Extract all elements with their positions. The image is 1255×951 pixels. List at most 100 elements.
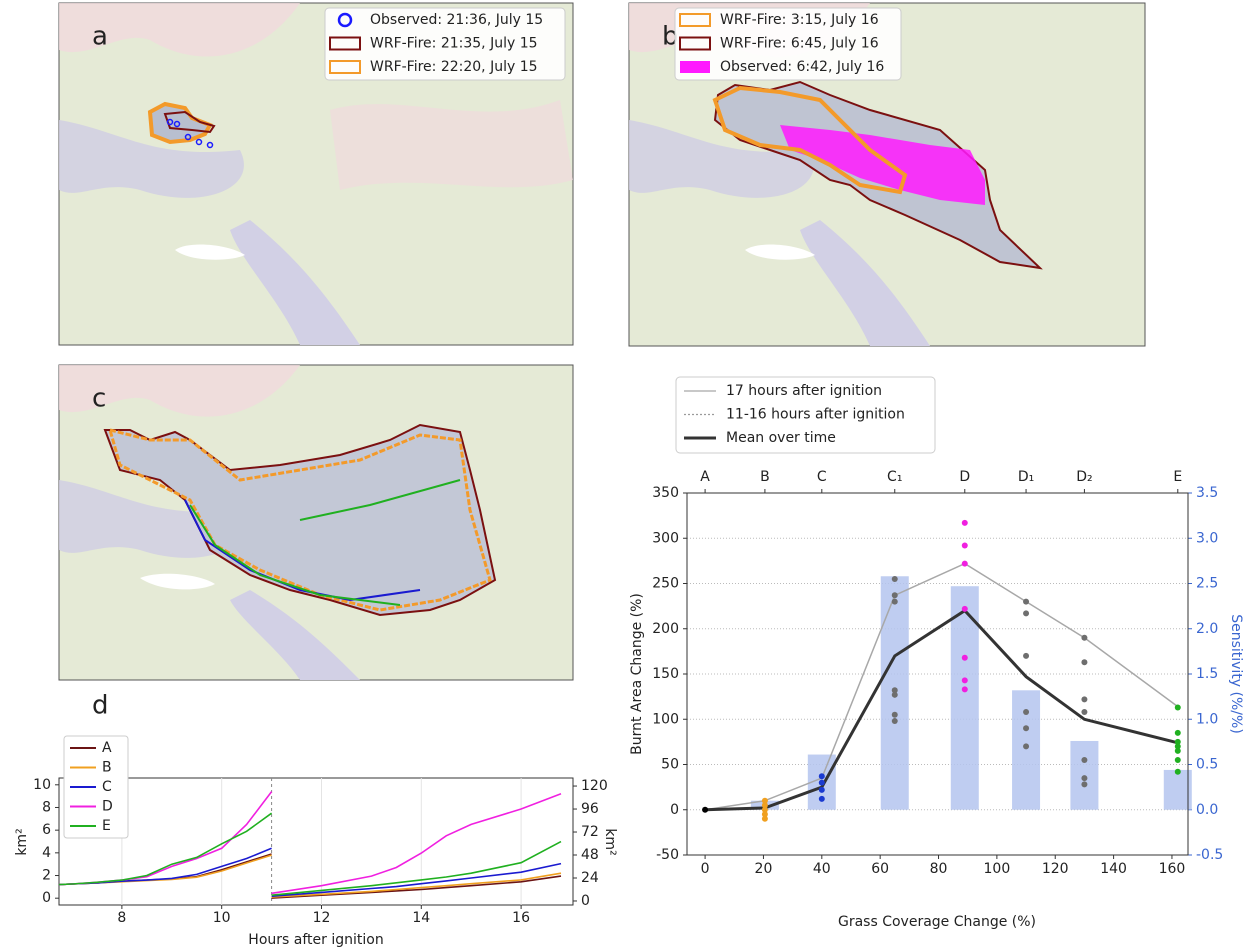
point [1081,659,1087,665]
panel-label: d [92,691,109,721]
legend-label: Observed: 6:42, July 16 [720,59,884,75]
y2-tick-label: -0.5 [1196,847,1223,863]
legend-label: 11-16 hours after ignition [726,407,905,423]
figure: a b c d Hours after ignition km² km² e G… [0,0,1255,951]
point [1081,696,1087,702]
point [1081,757,1087,763]
bar [1012,690,1040,809]
top-tick-label: D₁ [1018,469,1034,485]
x-axis-label: Hours after ignition [248,932,383,948]
point [819,787,825,793]
y2-tick-label: 72 [581,824,599,840]
y2-tick-label: 48 [581,847,599,863]
point [1081,709,1087,715]
y2-tick-label: 120 [581,778,608,794]
x-tick-label: 12 [313,910,331,926]
point [962,542,968,548]
top-tick-label: B [760,469,770,485]
top-tick-label: C [817,469,827,485]
point [1175,730,1181,736]
y-tick-label: 10 [33,777,51,793]
legend-label: D [102,799,113,815]
point [1175,704,1181,710]
x-tick-label: 160 [1159,861,1186,877]
panel-label: a [92,22,108,52]
legend-label: E [102,818,111,834]
legend-label: A [102,740,112,756]
y-tick-label: 4 [42,845,51,861]
y2-axis-label: Sensitivity (%/%) [1228,614,1244,734]
point [1023,610,1029,616]
y2-tick-label: 3.5 [1196,485,1218,501]
point [892,718,898,724]
y-tick-label: 150 [652,666,679,682]
point [892,712,898,718]
point [892,592,898,598]
point [892,599,898,605]
point [819,780,825,786]
point [962,520,968,526]
x-tick-label: 8 [117,910,126,926]
point [1023,653,1029,659]
x-tick-label: 20 [755,861,773,877]
x-tick-label: 80 [930,861,948,877]
y2-tick-label: 0.0 [1196,802,1218,818]
y2-tick-label: 1.5 [1196,666,1218,682]
point [1081,635,1087,641]
x-tick-label: 40 [813,861,831,877]
top-tick-label: A [700,469,710,485]
point [1175,748,1181,754]
point [962,686,968,692]
y-tick-label: 300 [652,530,679,546]
y-tick-label: 100 [652,711,679,727]
point [1023,743,1029,749]
y2-tick-label: 2.5 [1196,576,1218,592]
point [962,655,968,661]
map-c: c [59,365,573,680]
y-tick-label: 6 [42,822,51,838]
x-tick-label: 60 [871,861,889,877]
top-tick-label: D [959,469,970,485]
y-tick-label: 0 [670,802,679,818]
point [962,606,968,612]
y2-tick-label: 2.0 [1196,621,1218,637]
x-tick-label: 140 [1100,861,1127,877]
legend-label: WRF-Fire: 22:20, July 15 [370,59,538,75]
y-tick-label: 50 [661,757,679,773]
point [892,692,898,698]
x-tick-label: 16 [512,910,530,926]
point [962,561,968,567]
legend-label: Observed: 21:36, July 15 [370,12,543,28]
y-tick-label: 350 [652,485,679,501]
top-tick-label: C₁ [887,469,902,485]
point [1023,725,1029,731]
page: a b c d Hours after ignition km² km² e G… [0,0,1255,951]
y-tick-label: 250 [652,576,679,592]
point [1023,599,1029,605]
x-tick-label: 0 [701,861,710,877]
legend-label: WRF-Fire: 6:45, July 16 [720,36,879,52]
y-axis-label: km² [14,828,30,855]
x-tick-label: 120 [1042,861,1069,877]
point [962,677,968,683]
y2-tick-label: 1.0 [1196,711,1218,727]
panel-label: c [92,384,106,414]
legend-label: WRF-Fire: 21:35, July 15 [370,36,538,52]
y-tick-label: 8 [42,799,51,815]
legend-label: C [102,779,112,795]
y2-tick-label: 96 [581,801,599,817]
legend-swatch [680,61,710,73]
legend-label: Mean over time [726,430,836,446]
point [1081,775,1087,781]
x-tick-label: 14 [412,910,430,926]
y2-tick-label: 3.0 [1196,530,1218,546]
point [1023,709,1029,715]
top-tick-label: D₂ [1076,469,1092,485]
legend-label: B [102,760,112,776]
point [1081,781,1087,787]
y-axis-label: Burnt Area Change (%) [629,593,645,755]
point [819,796,825,802]
point [702,807,708,813]
point [819,773,825,779]
x-axis-label: Grass Coverage Change (%) [838,914,1036,930]
